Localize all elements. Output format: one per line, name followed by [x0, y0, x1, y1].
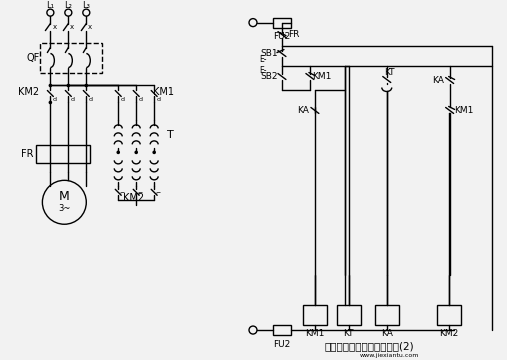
- Bar: [273, 325, 291, 335]
- Text: x: x: [52, 24, 56, 30]
- Circle shape: [153, 150, 156, 154]
- Text: d: d: [70, 97, 75, 102]
- Text: d: d: [52, 97, 56, 102]
- Text: E-: E-: [259, 66, 267, 75]
- Text: KA: KA: [432, 76, 444, 85]
- Circle shape: [117, 150, 120, 154]
- Bar: [303, 305, 327, 325]
- Circle shape: [134, 150, 138, 154]
- Text: KM1: KM1: [153, 87, 174, 98]
- Text: ⌐: ⌐: [137, 191, 143, 196]
- Text: 自耦变压器减压起动制电路(2): 自耦变压器减压起动制电路(2): [325, 341, 415, 351]
- Circle shape: [49, 101, 52, 104]
- Text: M: M: [59, 190, 70, 203]
- Text: SB1: SB1: [260, 49, 278, 58]
- Bar: [37, 145, 90, 163]
- Text: KM1: KM1: [454, 106, 474, 115]
- Text: ⌐: ⌐: [120, 191, 125, 196]
- Circle shape: [85, 84, 88, 87]
- Text: T: T: [167, 130, 173, 140]
- Text: d: d: [156, 97, 160, 102]
- Bar: [375, 305, 399, 325]
- Text: d: d: [120, 97, 124, 102]
- Text: ⌐: ⌐: [156, 191, 161, 196]
- Text: x: x: [70, 24, 75, 30]
- Text: d: d: [138, 97, 142, 102]
- Text: KM2: KM2: [18, 87, 39, 98]
- Text: FR: FR: [288, 30, 300, 39]
- Bar: [273, 18, 291, 28]
- Bar: [437, 305, 461, 325]
- Text: x: x: [88, 24, 92, 30]
- Text: L₂: L₂: [64, 1, 73, 10]
- Text: E-: E-: [259, 55, 267, 64]
- Text: KT: KT: [344, 329, 354, 338]
- Circle shape: [49, 84, 52, 87]
- Text: FU2: FU2: [273, 32, 291, 41]
- Text: www.jiexiantu.com: www.jiexiantu.com: [360, 352, 419, 357]
- Text: SB2: SB2: [260, 72, 278, 81]
- Text: L₃: L₃: [82, 1, 90, 10]
- Text: KT: KT: [384, 68, 395, 77]
- Text: KA: KA: [381, 329, 393, 338]
- Text: FR: FR: [21, 149, 33, 159]
- Bar: [41, 42, 102, 72]
- Bar: [337, 305, 361, 325]
- Text: L₁: L₁: [46, 1, 54, 10]
- Text: KM1: KM1: [312, 72, 332, 81]
- Text: QF: QF: [27, 53, 40, 63]
- Text: KM2: KM2: [439, 329, 458, 338]
- Text: KM2: KM2: [123, 193, 144, 203]
- Text: KA: KA: [297, 106, 309, 115]
- Text: d: d: [88, 97, 92, 102]
- Text: KM1: KM1: [305, 329, 324, 338]
- Text: 3~: 3~: [58, 204, 70, 213]
- Circle shape: [66, 84, 70, 87]
- Text: FU2: FU2: [273, 339, 291, 348]
